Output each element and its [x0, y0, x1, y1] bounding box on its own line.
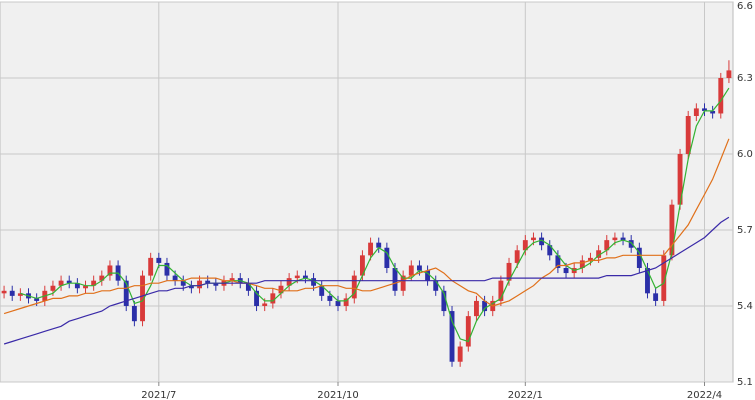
candle-body [425, 270, 431, 281]
candle-body [376, 242, 382, 248]
candle-body [58, 280, 64, 286]
candle-body [188, 285, 194, 289]
candle-body [50, 285, 56, 291]
moving-average-line [3, 216, 730, 345]
candle-body [522, 240, 528, 251]
y-tick-label: 6.3 [737, 73, 753, 84]
candle-body [368, 242, 374, 256]
candle-body [645, 268, 650, 294]
candle-body [172, 275, 178, 281]
candle-body [498, 280, 504, 301]
candle-body [628, 240, 634, 248]
plot-area [0, 1, 734, 383]
moving-average-line [20, 87, 730, 343]
candle-body [669, 204, 675, 256]
candle-body [579, 260, 585, 268]
candle-body [213, 283, 219, 286]
candle-body [620, 237, 626, 241]
candle-body [270, 293, 276, 304]
y-tick-label: 5.7 [737, 225, 753, 236]
x-tick-label: 2022/4 [687, 390, 722, 400]
candle-body [441, 290, 447, 312]
y-tick-label: 6.0 [737, 149, 753, 160]
candle-body [653, 293, 659, 301]
candle-body [547, 245, 553, 256]
candle-body [555, 255, 561, 268]
candle-body [83, 285, 88, 289]
candle-body [539, 237, 545, 246]
candle-body [17, 293, 23, 296]
candle-body [229, 278, 235, 281]
candle-body [384, 247, 390, 268]
candle-body [140, 275, 145, 322]
candle-body [685, 116, 691, 154]
candle-body [482, 300, 488, 312]
candle-body [604, 240, 610, 251]
x-tick-label: 2021/10 [317, 390, 359, 400]
candle-body [702, 108, 707, 111]
candle-body [74, 283, 80, 289]
y-tick-label: 5.1 [737, 377, 753, 388]
candle-body [107, 265, 113, 276]
candle-body [262, 303, 268, 306]
candle-body [335, 300, 341, 306]
candle-body [726, 70, 732, 78]
candle-body [677, 154, 683, 205]
candle-body [131, 306, 137, 322]
candle-body [302, 275, 308, 279]
candle-body [148, 257, 154, 276]
candle-body [99, 275, 105, 281]
y-tick-label: 5.4 [737, 301, 753, 312]
candle-body [563, 268, 569, 274]
candle-body [433, 280, 439, 291]
y-tick-label: 6.6 [737, 1, 753, 12]
candle-body [197, 280, 202, 289]
candle-body [311, 278, 317, 286]
candle-body [278, 285, 284, 294]
candle-body [343, 298, 349, 306]
candle-body [254, 290, 259, 306]
candle-body [416, 265, 422, 271]
candle-body [351, 275, 357, 299]
candle-body [408, 265, 414, 276]
candle-body [457, 346, 463, 362]
x-tick-label: 2022/1 [508, 390, 543, 400]
candle-body [400, 275, 406, 291]
candle-body [9, 290, 15, 296]
candle-body [514, 250, 520, 263]
candle-body [465, 316, 471, 347]
candle-body [1, 290, 7, 294]
candle-body [392, 268, 398, 291]
candle-body [449, 311, 455, 362]
candle-body [506, 262, 512, 281]
candle-body [66, 280, 72, 284]
candle-body [245, 283, 251, 291]
candle-body [164, 262, 170, 276]
candle-body [661, 255, 667, 301]
candle-body [531, 237, 536, 241]
candle-body [156, 257, 162, 263]
candle-body [205, 280, 211, 284]
candle-body [718, 78, 724, 114]
candle-body [91, 280, 97, 286]
candle-body [636, 247, 642, 268]
candle-body [693, 108, 699, 116]
x-tick-label: 2021/7 [141, 390, 176, 400]
candle-body [327, 295, 333, 301]
candle-body [596, 250, 602, 258]
candle-body [359, 255, 365, 276]
candle-body [180, 280, 186, 286]
candle-body [612, 237, 618, 241]
moving-average-line [3, 138, 730, 315]
candle-body [286, 278, 292, 286]
candle-body [710, 110, 716, 114]
candle-body [34, 298, 40, 301]
candle-body [474, 300, 479, 317]
candle-body [123, 280, 129, 306]
candle-body [588, 257, 593, 261]
candle-body [294, 275, 300, 279]
candle-body [319, 285, 325, 296]
